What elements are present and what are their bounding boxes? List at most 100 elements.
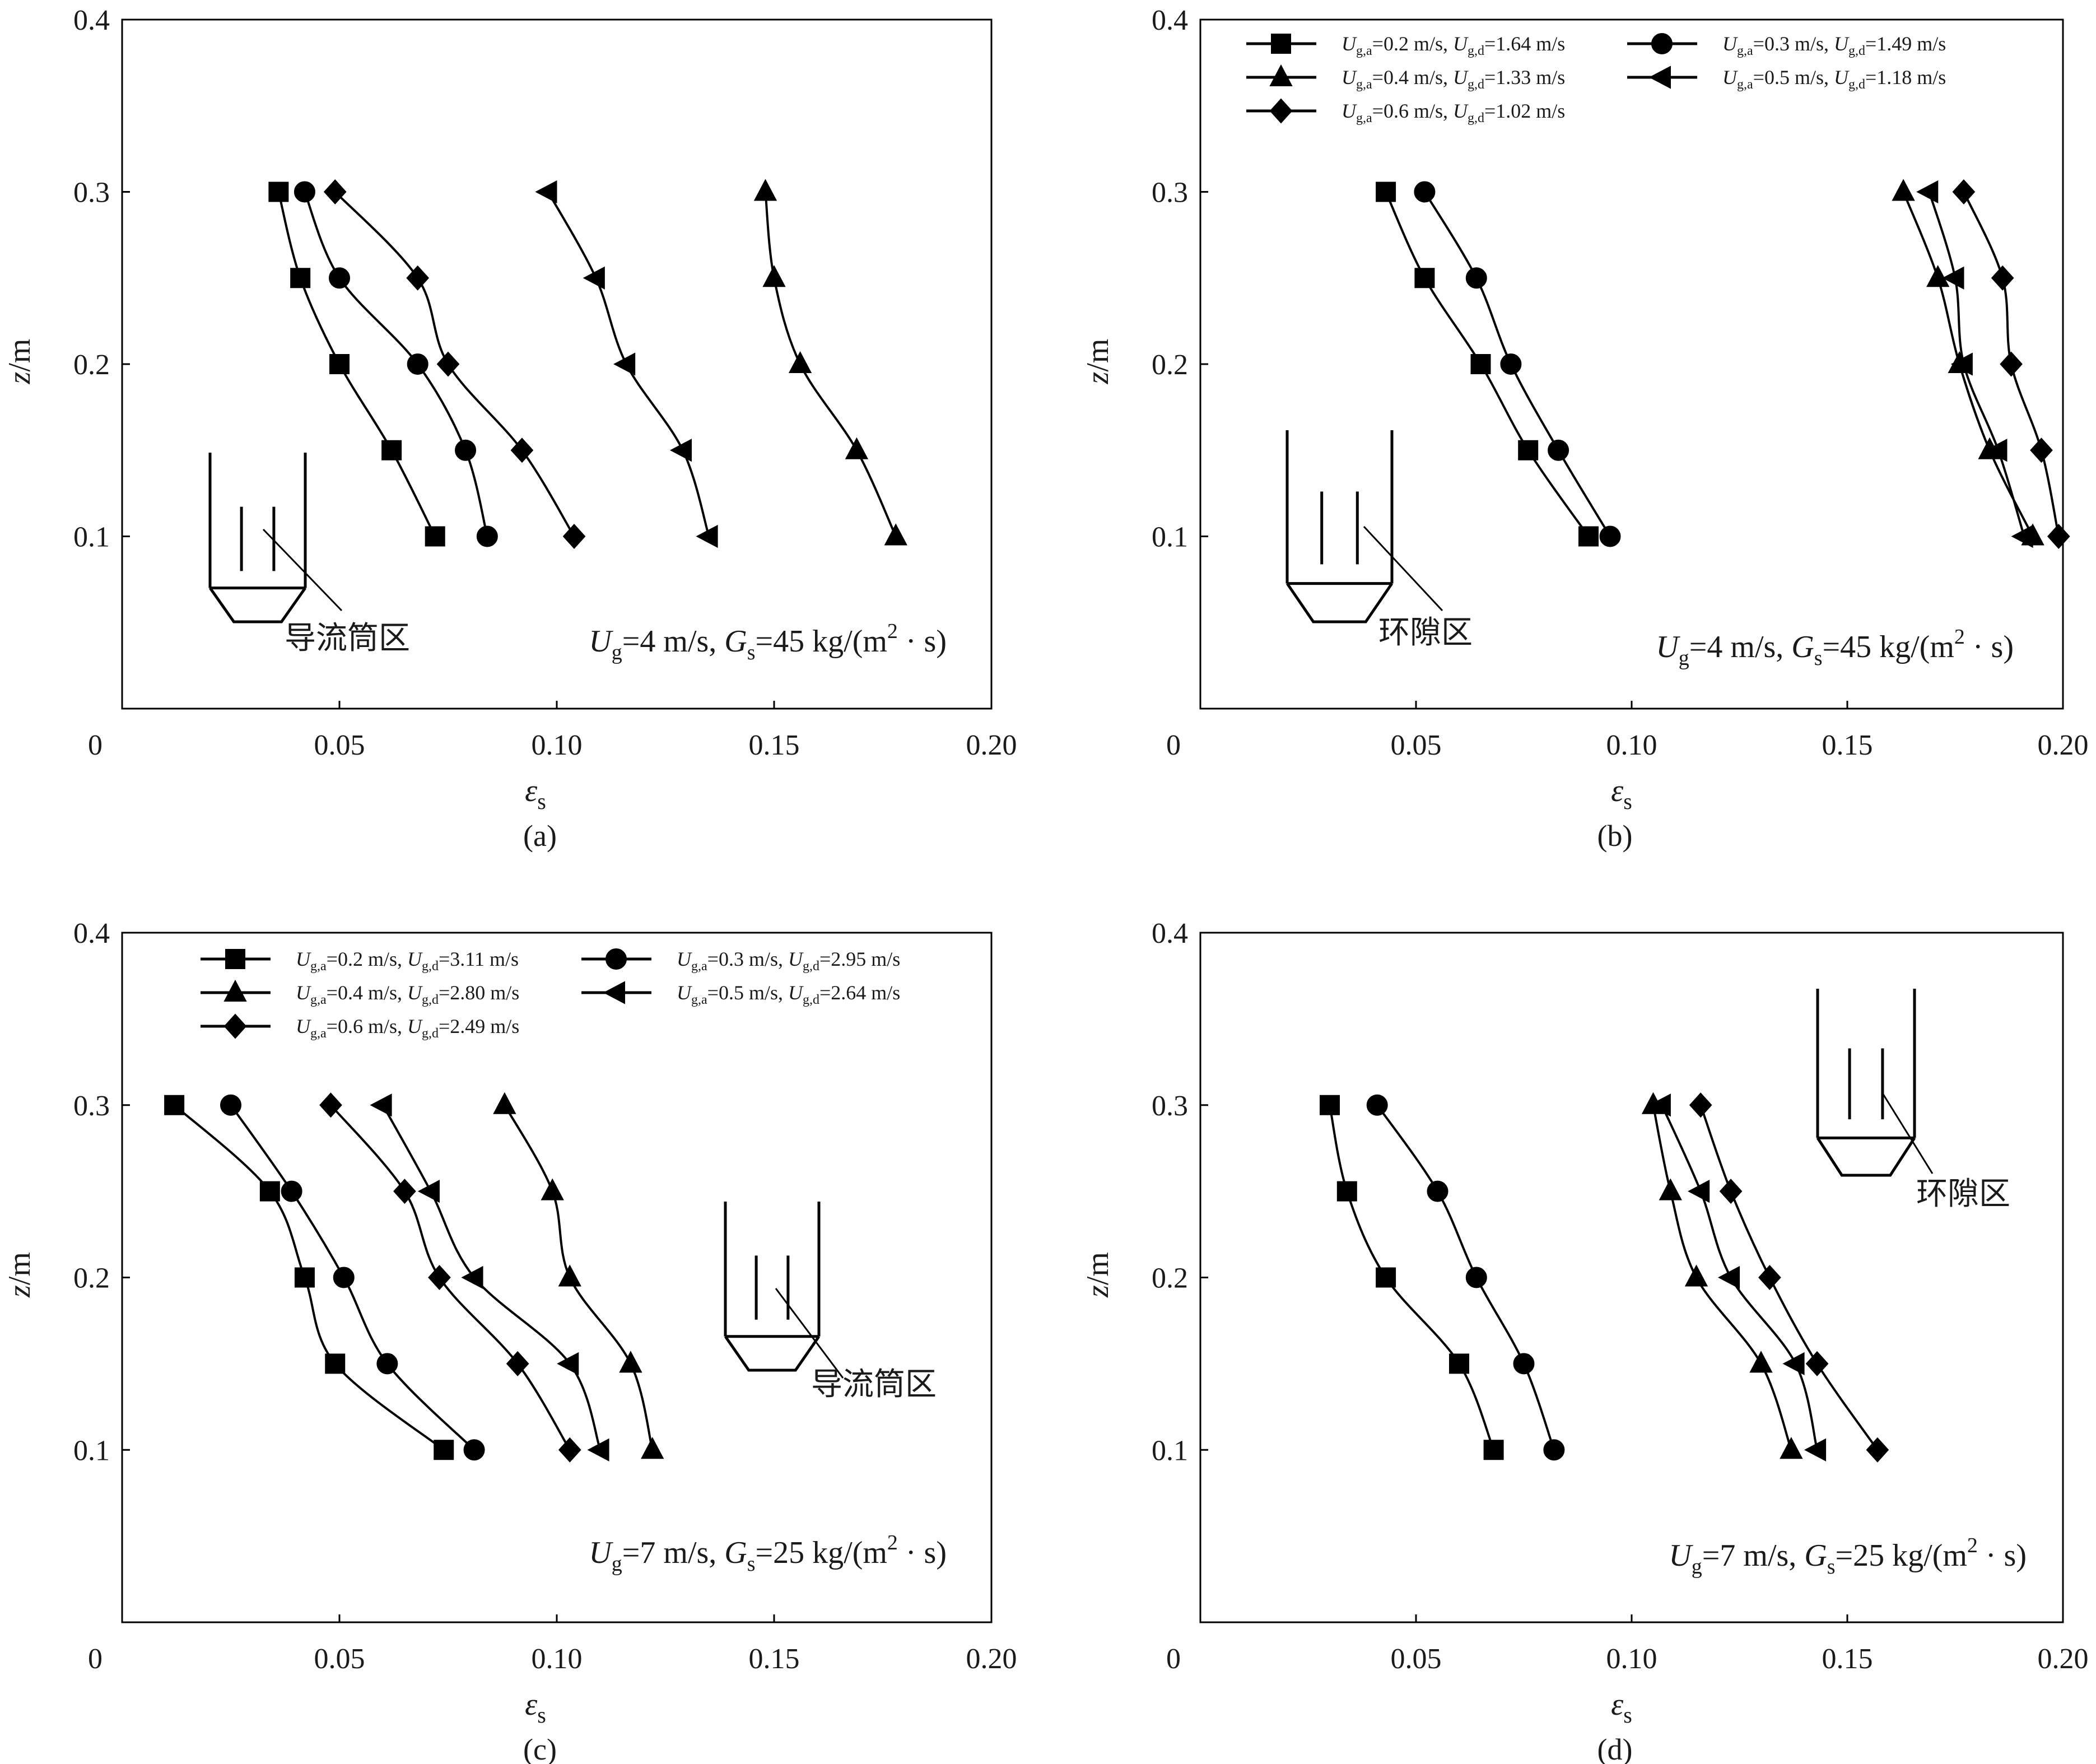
data-point — [407, 353, 428, 375]
x-tick-label: 0 — [1166, 729, 1181, 761]
data-point — [1689, 1092, 1712, 1118]
data-point — [583, 266, 605, 290]
operating-condition: Ug=4 m/s, Gs=45 kg/(m2 · s) — [589, 620, 947, 664]
y-tick-label: 0.3 — [73, 1090, 110, 1122]
y-tick-label: 0.1 — [1152, 522, 1188, 553]
data-point — [319, 1092, 342, 1118]
plot-frame — [1199, 18, 2064, 710]
data-point — [1470, 354, 1491, 374]
series-diamond — [323, 179, 586, 549]
x-tick-label: 0.15 — [1822, 729, 1873, 761]
y-tick-label: 0.3 — [1152, 1090, 1188, 1122]
data-point — [323, 179, 347, 204]
panel-label: (c) — [523, 1733, 557, 1764]
operating-condition: Ug=7 m/s, Gs=25 kg/(m2 · s) — [589, 1531, 947, 1576]
data-point — [329, 267, 350, 289]
data-point — [1465, 1267, 1487, 1288]
data-point — [434, 1440, 454, 1460]
data-point — [762, 265, 786, 287]
data-point — [845, 437, 869, 459]
legend-label: Ug,a=0.3 m/s, Ug,d=2.95 m/s — [677, 948, 900, 974]
data-point — [558, 1437, 581, 1463]
reactor-sketch — [208, 453, 307, 623]
legend: Ug,a=0.2 m/s, Ug,d=1.64 m/s Ug,a=0.3 m/s,… — [1246, 32, 1946, 125]
region-label: 导流筒区 — [285, 620, 410, 657]
data-point — [1376, 181, 1396, 202]
legend-marker — [1271, 34, 1291, 54]
data-point — [1320, 1095, 1340, 1115]
series-left-triangle — [1648, 1093, 1827, 1462]
data-point — [1659, 1178, 1682, 1200]
legend-entry: Ug,a=0.2 m/s, Ug,d=3.11 m/s — [201, 948, 519, 974]
y-tick-label: 0.4 — [1152, 4, 1188, 36]
legend-label: Ug,a=0.4 m/s, Ug,d=2.80 m/s — [296, 981, 519, 1007]
y-tick-label: 0.2 — [73, 349, 110, 381]
x-tick-label: 0.15 — [1822, 1643, 1873, 1675]
x-tick-label: 0.20 — [966, 1643, 1017, 1675]
chart-panel-d: 0 0.05 0.10 0.15 0.20 0.1 0.2 0.3 0.4 εs z/m (d) Ug=… — [1080, 918, 2089, 1764]
x-tick-label: 0 — [88, 729, 103, 761]
series-triangle — [753, 179, 907, 546]
legend-marker — [223, 1013, 247, 1039]
x-tick-label: 0.05 — [314, 1643, 365, 1675]
data-point — [1543, 1439, 1565, 1461]
data-point — [1336, 1181, 1357, 1202]
y-tick-label: 0.1 — [73, 1435, 110, 1467]
sketch-cone — [208, 587, 307, 623]
data-point — [268, 181, 289, 202]
legend-entry: Ug,a=0.6 m/s, Ug,d=2.49 m/s — [201, 1013, 519, 1041]
data-point — [1758, 1265, 1781, 1290]
series-left-triangle — [370, 1093, 609, 1462]
series-square — [1320, 1095, 1504, 1460]
x-tick-label: 0.10 — [532, 1643, 583, 1675]
series-diamond — [1952, 179, 2070, 549]
legend-entry: Ug,a=0.4 m/s, Ug,d=1.33 m/s — [1246, 64, 1565, 92]
series-diamond — [1689, 1092, 1889, 1463]
chart-panel-c: 0 0.05 0.10 0.15 0.20 0.1 0.2 0.3 0.4 εs z/m (c) Ug,… — [2, 918, 1017, 1764]
data-point — [393, 1179, 416, 1204]
series-circle — [294, 181, 498, 547]
data-point — [562, 524, 586, 549]
chart-panel-a: 0 0.05 0.10 0.15 0.20 0.1 0.2 0.3 0.4 εs z/m (a) Ug=… — [2, 4, 1017, 853]
data-point — [1578, 526, 1599, 547]
data-point — [1717, 1265, 1740, 1290]
legend-marker — [1269, 64, 1293, 86]
data-point — [506, 1351, 529, 1376]
data-point — [333, 1267, 355, 1288]
legend-marker — [225, 949, 245, 969]
reactor-sketch — [724, 1202, 821, 1372]
data-point — [510, 437, 534, 463]
data-point — [1926, 265, 1950, 287]
data-point — [294, 181, 315, 203]
legend-entry: Ug,a=0.2 m/s, Ug,d=1.64 m/s — [1246, 32, 1565, 58]
data-point — [1782, 1352, 1805, 1376]
data-point — [220, 1094, 241, 1116]
data-point — [2000, 351, 2023, 377]
data-point — [1749, 1351, 1773, 1373]
data-point — [1892, 179, 1915, 201]
legend-marker — [1648, 66, 1671, 89]
legend-label: Ug,a=0.4 m/s, Ug,d=1.33 m/s — [1342, 66, 1565, 92]
series-circle — [1414, 181, 1621, 547]
data-point — [2030, 437, 2053, 463]
x-tick-label: 0.15 — [749, 1643, 800, 1675]
x-axis-title: εs — [525, 774, 546, 814]
legend-label: Ug,a=0.3 m/s, Ug,d=1.49 m/s — [1722, 32, 1946, 58]
data-point — [557, 1352, 579, 1376]
data-point — [294, 1267, 315, 1288]
data-point — [1648, 1093, 1671, 1117]
panel-label: (a) — [523, 819, 557, 853]
plot-frame — [1199, 932, 2064, 1623]
series-diamond — [319, 1092, 581, 1463]
y-axis-title: z/m — [1080, 339, 1115, 385]
y-tick-label: 0.4 — [73, 4, 110, 36]
data-point — [455, 439, 477, 461]
series-line — [764, 192, 897, 537]
x-tick-label: 0.05 — [314, 729, 365, 761]
data-point — [1942, 266, 1964, 290]
data-point — [376, 1353, 398, 1375]
x-tick-label: 0 — [1166, 1643, 1181, 1675]
data-point — [1449, 1353, 1469, 1374]
data-point — [788, 351, 812, 373]
data-point — [1805, 1351, 1829, 1376]
